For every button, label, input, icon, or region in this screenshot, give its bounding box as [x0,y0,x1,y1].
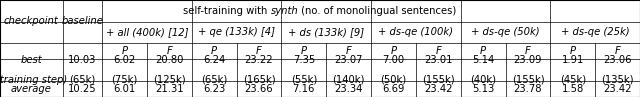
Text: (155k): (155k) [511,74,544,85]
Text: (training step): (training step) [0,74,67,85]
Text: 23.09: 23.09 [514,55,542,65]
Text: 7.35: 7.35 [292,55,315,65]
Text: synth: synth [271,6,298,16]
Text: (65k): (65k) [201,74,227,85]
Text: (155k): (155k) [422,74,454,85]
Text: baseline: baseline [61,16,103,26]
Text: + ds (133k) [9]: + ds (133k) [9] [288,27,364,38]
Text: P: P [301,46,307,56]
Text: 7.16: 7.16 [292,84,315,94]
Text: (40k): (40k) [470,74,496,85]
Text: 23.07: 23.07 [335,55,363,65]
Text: (65k): (65k) [69,74,95,85]
Text: 6.01: 6.01 [113,84,136,94]
Text: (75k): (75k) [111,74,138,85]
Text: 1.91: 1.91 [561,55,584,65]
Text: 23.01: 23.01 [424,55,452,65]
Text: 23.42: 23.42 [604,84,632,94]
Text: P: P [480,46,486,56]
Text: 6.24: 6.24 [203,55,225,65]
Text: F: F [256,46,262,56]
Text: F: F [346,46,351,56]
Text: (165k): (165k) [243,74,275,85]
Text: P: P [390,46,397,56]
Text: P: P [122,46,127,56]
Text: 6.23: 6.23 [203,84,225,94]
Text: 23.78: 23.78 [514,84,542,94]
Text: checkpoint: checkpoint [4,16,59,26]
Text: 23.66: 23.66 [244,84,273,94]
Text: P: P [211,46,217,56]
Text: + qe (133k) [4]: + qe (133k) [4] [198,27,275,38]
Text: F: F [525,46,531,56]
Text: 7.00: 7.00 [383,55,404,65]
Text: P: P [570,46,576,56]
Text: 23.22: 23.22 [244,55,273,65]
Text: (140k): (140k) [333,74,365,85]
Text: F: F [614,46,620,56]
Text: 10.03: 10.03 [68,55,97,65]
Text: 23.42: 23.42 [424,84,452,94]
Text: average: average [11,84,52,94]
Text: (55k): (55k) [291,74,317,85]
Text: + ds-qe (50k): + ds-qe (50k) [471,27,540,38]
Text: 21.31: 21.31 [155,84,184,94]
Text: (135k): (135k) [602,74,634,85]
Text: F: F [435,46,441,56]
Text: self-training with: self-training with [183,6,271,16]
Text: 10.25: 10.25 [68,84,97,94]
Text: + ds-qe (100k): + ds-qe (100k) [378,27,453,38]
Text: 5.14: 5.14 [472,55,494,65]
Text: 1.58: 1.58 [562,84,584,94]
Text: + all (400k) [12]: + all (400k) [12] [106,27,188,38]
Text: 5.13: 5.13 [472,84,494,94]
Text: + ds-qe (25k): + ds-qe (25k) [561,27,630,38]
Text: 6.02: 6.02 [113,55,136,65]
Text: 20.80: 20.80 [156,55,184,65]
Text: 23.06: 23.06 [604,55,632,65]
Text: F: F [166,46,172,56]
Text: 23.34: 23.34 [335,84,363,94]
Text: (45k): (45k) [560,74,586,85]
Text: (50k): (50k) [380,74,406,85]
Text: best: best [20,55,42,65]
Text: (no. of monolingual sentences): (no. of monolingual sentences) [298,6,457,16]
Text: 6.69: 6.69 [382,84,404,94]
Text: (125k): (125k) [153,74,186,85]
